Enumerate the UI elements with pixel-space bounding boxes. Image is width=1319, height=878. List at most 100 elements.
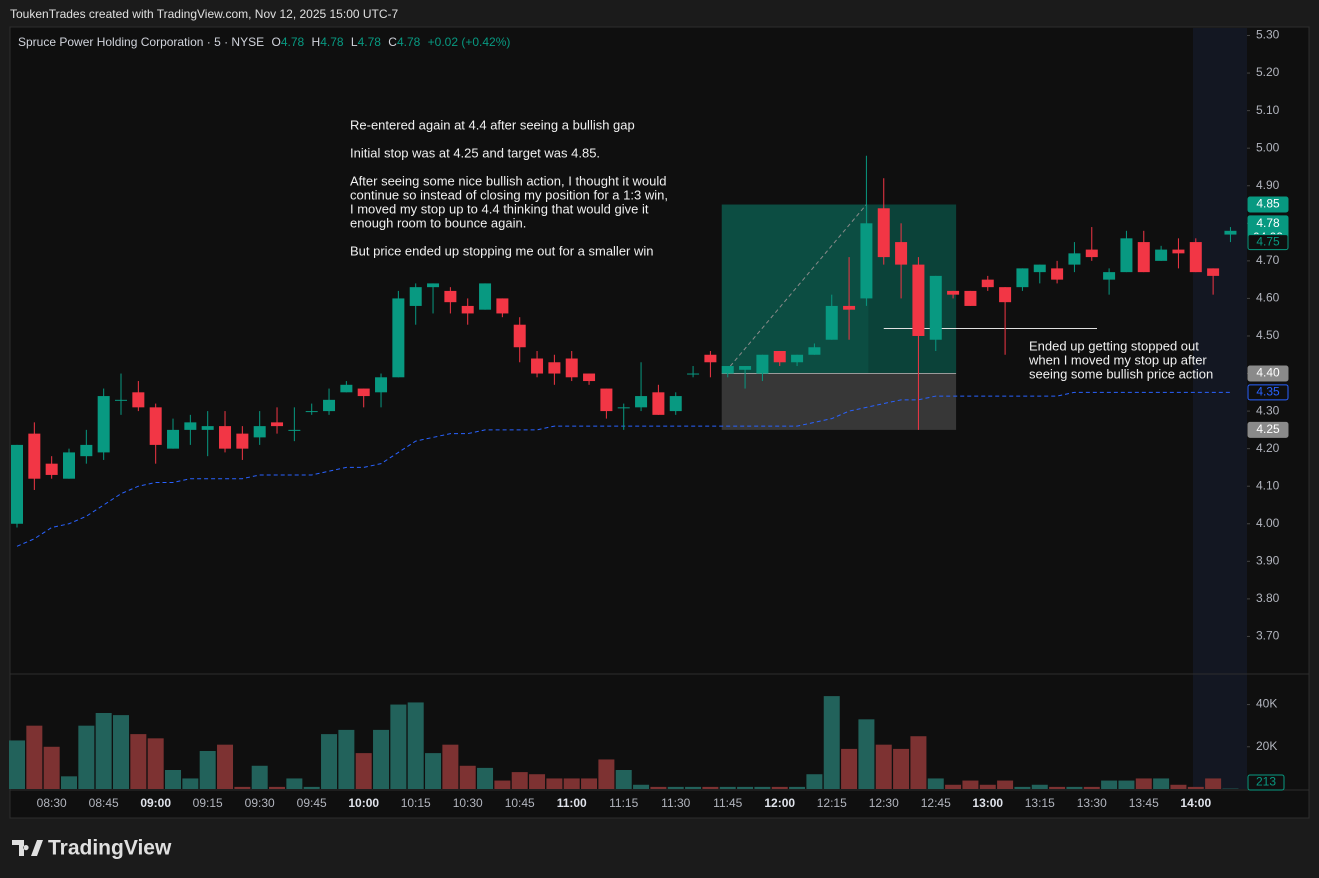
x-tick-label: 13:45 <box>1129 796 1159 810</box>
annotation-line: enough room to bounce again. <box>350 215 526 230</box>
x-tick-label: 11:30 <box>661 796 690 810</box>
volume-bar <box>269 786 286 789</box>
x-tick-label: 09:30 <box>245 796 275 810</box>
candle-body <box>184 422 197 430</box>
volume-bar <box>1205 778 1222 789</box>
volume-bar <box>702 786 719 789</box>
candle-body <box>947 290 960 295</box>
candle-body <box>704 354 717 363</box>
y-tick-label: 5.00 <box>1256 140 1280 154</box>
volume-bar <box>286 778 303 789</box>
candle-body <box>1224 230 1237 235</box>
x-tick-label: 10:30 <box>453 796 483 810</box>
candle-body <box>721 366 734 374</box>
price-badge <box>1247 365 1289 382</box>
volume-bar <box>251 765 268 789</box>
x-tick-label: 09:15 <box>193 796 223 810</box>
volume-bar <box>598 759 615 789</box>
candle-body <box>219 426 232 449</box>
annotation-line: I moved my stop up to 4.4 thinking that … <box>350 201 649 216</box>
candle-body <box>981 279 994 288</box>
candle-body <box>63 452 76 479</box>
volume-bar <box>615 770 632 789</box>
volume-bar <box>1187 786 1204 789</box>
annotation-line: But price ended up stopping me out for a… <box>350 243 654 258</box>
candle-body <box>80 444 93 457</box>
candle-body <box>28 433 41 479</box>
candle-body <box>531 358 544 374</box>
candle-body <box>97 396 110 453</box>
candle-body <box>687 373 700 375</box>
volume-badge-label: 213 <box>1256 775 1276 789</box>
volume-bar <box>997 780 1014 789</box>
volume-bar <box>1083 786 1100 789</box>
candle-body <box>11 444 23 524</box>
volume-bar <box>303 786 320 789</box>
candle-body <box>583 373 596 382</box>
candle-body <box>1172 249 1185 254</box>
candle-body <box>167 429 180 449</box>
annotation-line: continue so instead of closing my positi… <box>350 187 668 202</box>
loss-zone <box>721 373 957 430</box>
candle-body <box>392 298 405 378</box>
volume-bar <box>1135 778 1152 789</box>
price-badge-label: 4.25 <box>1256 422 1280 436</box>
candle-body <box>1120 238 1133 273</box>
candle-body <box>808 347 821 355</box>
volume-tick-label: 40K <box>1256 697 1277 711</box>
volume-bar <box>355 753 372 789</box>
candle-body <box>652 392 665 415</box>
volume-bar <box>563 778 580 789</box>
chart-panel <box>9 26 1310 819</box>
candle-body <box>1207 268 1220 276</box>
x-tick-label: 11:45 <box>713 796 742 810</box>
x-tick-label: 10:15 <box>401 796 431 810</box>
volume-bar <box>910 736 927 789</box>
y-tick-label: 5.10 <box>1256 103 1280 117</box>
legend-value: 4.78 <box>358 35 382 49</box>
y-tick-label: 5.20 <box>1256 65 1280 79</box>
x-tick-label: 13:30 <box>1077 796 1107 810</box>
candle-body <box>115 399 128 401</box>
candle-body <box>1033 264 1046 273</box>
y-tick-label: 4.10 <box>1256 478 1280 492</box>
x-tick-label: 10:00 <box>348 796 379 810</box>
candle-body <box>1103 272 1116 280</box>
candle-body <box>201 426 214 430</box>
y-tick-label: 4.50 <box>1256 328 1280 342</box>
x-tick-label: 14:00 <box>1180 796 1211 810</box>
candle-body <box>999 287 1012 303</box>
volume-bar <box>979 784 996 789</box>
volume-bar <box>633 784 650 789</box>
x-tick-label: 13:00 <box>972 796 1003 810</box>
y-tick-label: 3.70 <box>1256 629 1280 643</box>
volume-bar <box>43 746 60 789</box>
candle-body <box>843 305 856 310</box>
candle-body <box>340 384 353 393</box>
volume-bar <box>425 753 442 789</box>
y-tick-label: 3.80 <box>1256 591 1280 605</box>
volume-bar <box>511 772 528 789</box>
candle-body <box>45 463 58 475</box>
candle-body <box>860 223 873 299</box>
price-badge-label: 4.75 <box>1256 234 1280 248</box>
candle-body <box>305 411 318 413</box>
volume-bar <box>1101 780 1118 789</box>
volume-bar <box>893 748 910 789</box>
volume-bar <box>217 744 234 789</box>
candle-body <box>409 287 422 306</box>
candle-body <box>929 275 942 340</box>
candle-body <box>271 422 284 427</box>
volume-bar <box>182 778 199 789</box>
y-tick-label: 4.70 <box>1256 253 1280 267</box>
candle-body <box>323 399 336 412</box>
volume-bar <box>667 786 684 789</box>
volume-bar <box>1118 780 1135 789</box>
y-tick-label: 4.30 <box>1256 403 1280 417</box>
volume-bar <box>823 696 840 789</box>
volume-bar <box>494 780 511 789</box>
y-tick-label: 3.90 <box>1256 553 1280 567</box>
volume-badge <box>1247 774 1285 791</box>
volume-bar <box>199 751 216 789</box>
candle-body <box>236 433 249 449</box>
